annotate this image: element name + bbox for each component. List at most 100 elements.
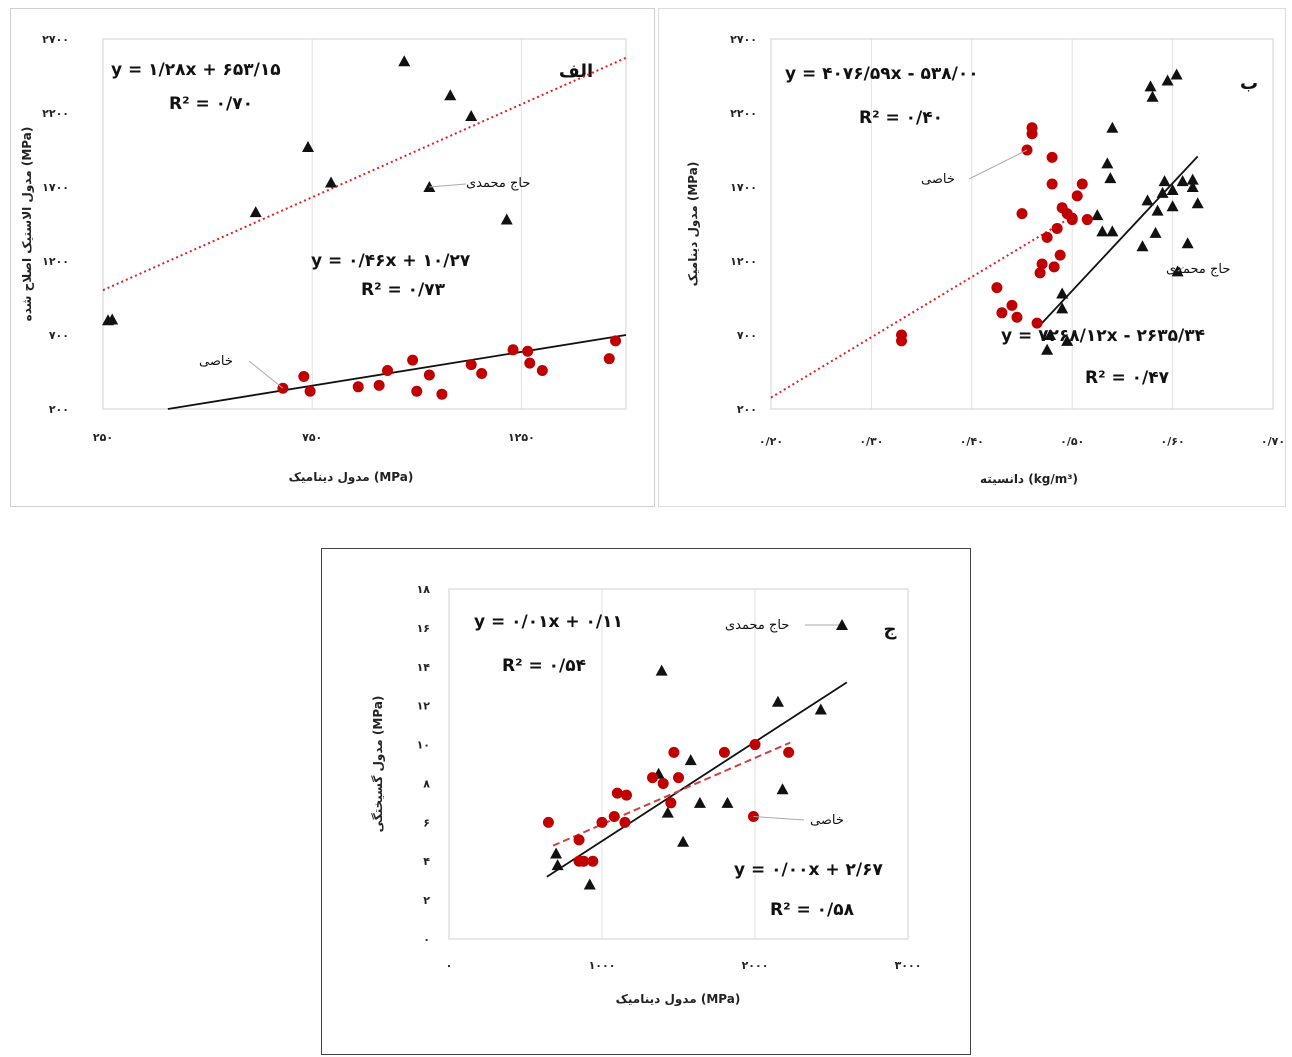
data-point-circle bbox=[1046, 178, 1058, 190]
data-point-circle bbox=[665, 797, 677, 809]
x-tick-label: ۰/۳۰ bbox=[859, 435, 883, 448]
data-point-triangle bbox=[776, 783, 789, 795]
data-point-triangle bbox=[1106, 225, 1119, 237]
data-point-circle bbox=[1006, 299, 1018, 311]
data-point-circle bbox=[1034, 267, 1046, 279]
data-point-circle bbox=[524, 357, 536, 369]
y-tick-label: ۱۲ bbox=[417, 700, 431, 713]
trendline-r-squared: R² = ۰/۵۴ bbox=[502, 656, 586, 676]
data-point-circle bbox=[522, 345, 534, 357]
y-tick-label: ۱۷۰۰ bbox=[730, 181, 757, 194]
data-point-circle bbox=[1031, 317, 1043, 329]
series-annotation: خاصی bbox=[921, 172, 955, 187]
y-tick-label: ۰ bbox=[423, 933, 430, 946]
x-axis-label: دانسیته (kg/m³) bbox=[980, 472, 1078, 486]
data-point-triangle bbox=[771, 695, 784, 707]
data-point-triangle bbox=[1144, 80, 1157, 92]
data-point-triangle bbox=[814, 703, 827, 715]
data-point-circle bbox=[1011, 311, 1023, 323]
y-axis-label: مدول الاستیک اصلاح شده (MPa) bbox=[20, 127, 35, 322]
data-point-triangle bbox=[1101, 157, 1114, 169]
y-tick-label: ۲ bbox=[423, 894, 430, 907]
x-tick-label: ۰ bbox=[446, 959, 453, 972]
trendline-equation: y = ۰/۰۱x + ۰/۱۱ bbox=[474, 612, 623, 632]
data-point-triangle bbox=[1041, 343, 1054, 355]
trendline-equation: y = ۰/۰۰x + ۲/۶۷ bbox=[734, 860, 884, 880]
data-point-circle bbox=[996, 307, 1008, 319]
plot-area bbox=[102, 38, 627, 410]
trendline bbox=[770, 215, 1073, 399]
data-point-triangle bbox=[444, 89, 457, 101]
data-point-circle bbox=[304, 385, 316, 397]
data-point-triangle bbox=[655, 664, 668, 676]
data-point-triangle bbox=[1156, 186, 1169, 198]
data-point-triangle bbox=[1186, 173, 1199, 185]
data-point-circle bbox=[610, 335, 622, 347]
data-point-triangle bbox=[1151, 204, 1164, 216]
x-tick-label: ۲۵۰ bbox=[93, 431, 113, 444]
y-tick-label: ۲۰۰ bbox=[737, 403, 757, 416]
data-point-circle bbox=[646, 772, 658, 784]
data-point-circle bbox=[1046, 151, 1058, 163]
trendline-r-squared: R² = ۰/۵۸ bbox=[770, 900, 855, 920]
data-point-triangle bbox=[1191, 197, 1204, 209]
trendline-equation: y = ۱/۲۸x + ۶۵۳/۱۵ bbox=[111, 60, 281, 80]
legend-label: حاج محمدی bbox=[725, 618, 789, 633]
x-tick-label: ۰/۲۰ bbox=[759, 435, 783, 448]
data-point-triangle bbox=[1146, 90, 1159, 102]
data-point-circle bbox=[407, 354, 419, 366]
data-point-circle bbox=[1048, 261, 1060, 273]
data-point-triangle bbox=[661, 806, 674, 818]
data-point-circle bbox=[896, 335, 908, 347]
data-point-circle bbox=[507, 344, 519, 356]
annotation-leader-line bbox=[753, 816, 805, 821]
data-point-triangle bbox=[1158, 175, 1171, 187]
data-point-circle bbox=[578, 855, 590, 867]
data-point-circle bbox=[1026, 128, 1038, 140]
data-point-triangle bbox=[1170, 68, 1183, 80]
chart-panel-alef: ۲۵۰ ۷۵۰ ۱۲۵۰ ۲۰۰ ۷۰۰ ۱۲۰۰ ۱۷۰۰ ۲۲۰۰ ۲۷۰۰ مدول دین… bbox=[10, 8, 655, 507]
y-tick-label: ۱۲۰۰ bbox=[42, 255, 69, 268]
data-point-triangle bbox=[550, 847, 563, 859]
data-point-circle bbox=[542, 816, 554, 828]
chart-jim: ۰ ۱۰۰۰ ۲۰۰۰ ۳۰۰۰ ۰ ۲ ۴ ۶ ۸ ۱۰ ۱۲ ۱۴ ۱۶ ۱۸ مدول دینامیک… bbox=[371, 583, 922, 1007]
data-point-triangle bbox=[551, 859, 564, 871]
data-point-circle bbox=[991, 282, 1003, 294]
data-point-circle bbox=[352, 381, 364, 393]
plot-area bbox=[770, 38, 1274, 410]
chart-alef: ۲۵۰ ۷۵۰ ۱۲۵۰ ۲۰۰ ۷۰۰ ۱۲۰۰ ۱۷۰۰ ۲۲۰۰ ۲۷۰۰ مدول دین… bbox=[20, 33, 627, 485]
panel-label: ب bbox=[1240, 73, 1258, 94]
trendline-r-squared: R² = ۰/۷۳ bbox=[361, 280, 446, 300]
data-point-circle bbox=[668, 746, 680, 758]
y-tick-label: ۱۴ bbox=[417, 661, 431, 674]
data-point-circle bbox=[476, 367, 488, 379]
data-point-triangle bbox=[1181, 237, 1194, 249]
x-axis-label: مدول دینامیک (MPa) bbox=[289, 470, 414, 485]
data-point-circle bbox=[1036, 258, 1048, 270]
data-point-circle bbox=[1041, 231, 1053, 243]
panel-label: الف bbox=[559, 61, 593, 82]
data-point-circle bbox=[608, 811, 620, 822]
trendline bbox=[1041, 155, 1199, 324]
data-point-circle bbox=[423, 369, 435, 381]
x-tick-label: ۳۰۰۰ bbox=[895, 959, 922, 972]
x-tick-label: ۰/۶۰ bbox=[1161, 435, 1185, 448]
data-point-triangle bbox=[1141, 194, 1154, 206]
data-point-circle bbox=[1066, 214, 1078, 226]
series-annotation: خاصی bbox=[810, 813, 844, 828]
data-point-circle bbox=[1076, 178, 1088, 190]
y-tick-label: ۲۲۰۰ bbox=[42, 107, 69, 120]
legend-marker-triangle bbox=[836, 619, 848, 630]
data-point-circle bbox=[587, 855, 599, 867]
trendline bbox=[167, 334, 627, 410]
data-point-circle bbox=[1071, 190, 1083, 202]
x-tick-label: ۰/۷۰ bbox=[1261, 435, 1285, 448]
data-point-circle bbox=[747, 811, 759, 822]
data-point-triangle bbox=[465, 109, 478, 121]
y-axis-label: مدول دینامیک (MPa) bbox=[686, 162, 701, 287]
y-tick-label: ۱۸ bbox=[417, 583, 431, 596]
y-tick-label: ۷۰۰ bbox=[737, 329, 757, 342]
data-point-triangle bbox=[1176, 175, 1189, 187]
trendline bbox=[102, 56, 627, 292]
data-point-circle bbox=[1021, 144, 1033, 156]
